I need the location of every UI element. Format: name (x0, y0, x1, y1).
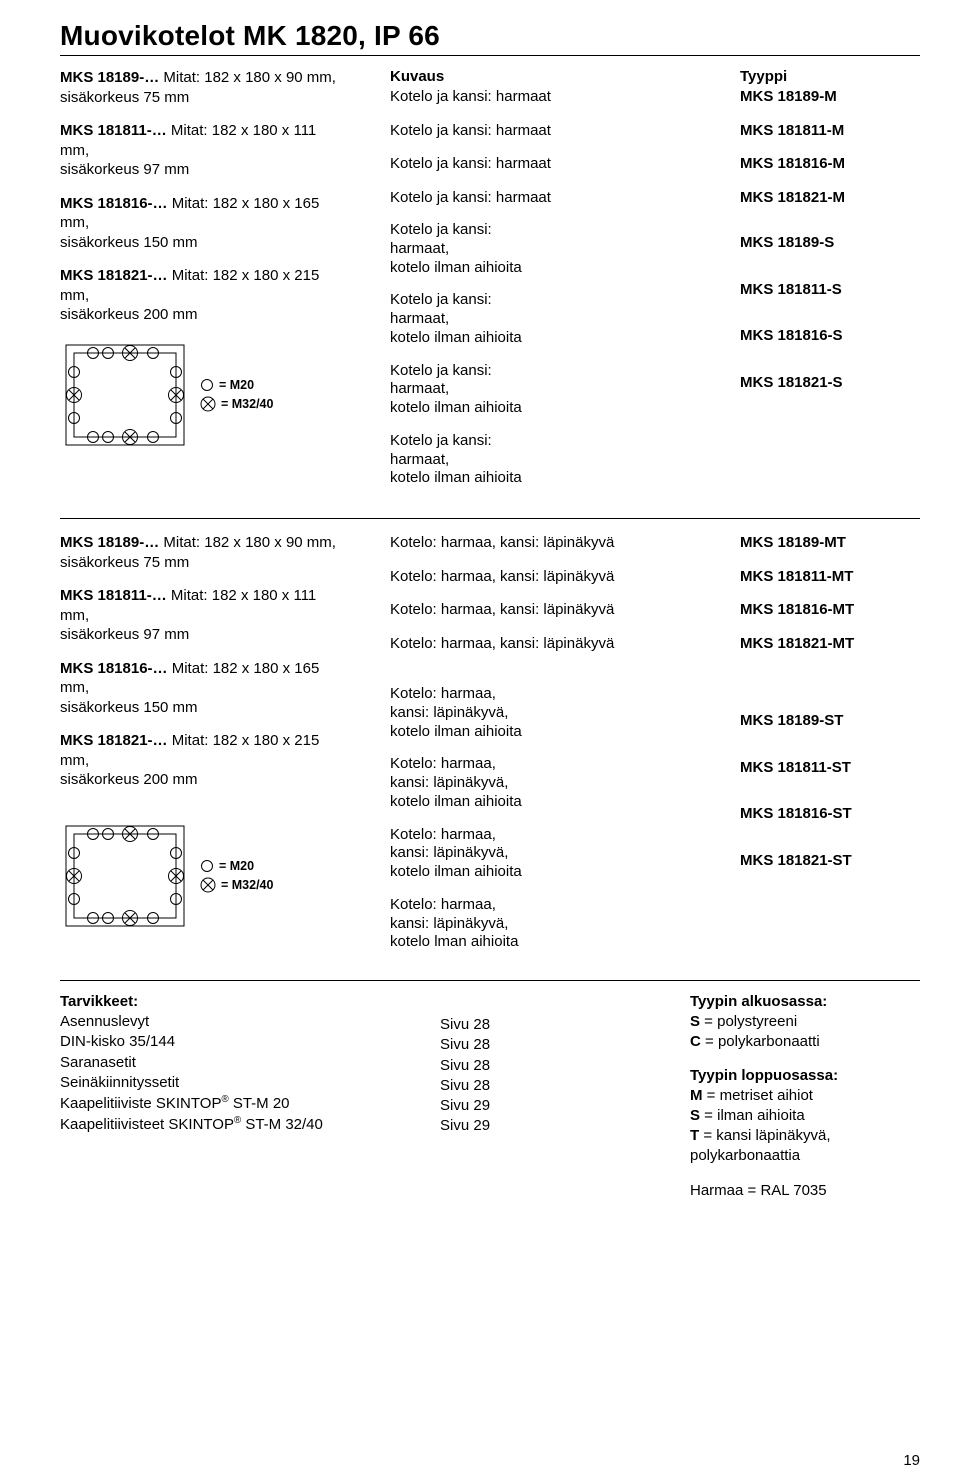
type-code: MKS 18189-M (740, 87, 920, 107)
page-number: 19 (903, 1452, 920, 1469)
diagram-block-1: = M20 = M32/40 (60, 339, 340, 451)
section-2: MKS 18189-… Mitat: 182 x 180 x 90 mm,sis… (60, 533, 920, 966)
sec2-left: MKS 18189-… Mitat: 182 x 180 x 90 mm,sis… (60, 533, 340, 966)
page-ref: Sivu 29 (440, 1096, 640, 1116)
type-code: MKS 18189-ST (740, 711, 920, 731)
type-code: MKS 181821-M (740, 188, 920, 208)
sec1-right: Tyyppi MKS 18189-M MKS 181811-M MKS 181816… (740, 68, 920, 502)
type-code: MKS 181811-MT (740, 567, 920, 587)
desc-text: Kotelo: harmaa, kansi: läpinäkyvä (390, 567, 690, 587)
diagram-block-2: = M20 = M32/40 (60, 820, 340, 932)
desc-text-multi: Kotelo: harmaa,kansi: läpinäkyvä,kotelo … (390, 685, 690, 741)
model-entry: MKS 181811-… Mitat: 182 x 180 x 111 mm,s… (60, 121, 340, 180)
desc-text: Kotelo ja kansi: harmaat (390, 87, 690, 107)
type-code: MKS 181816-ST (740, 804, 920, 824)
page-ref: Sivu 28 (440, 1076, 640, 1096)
model-entry: MKS 181816-… Mitat: 182 x 180 x 165 mm,s… (60, 659, 340, 718)
accessories-block: Tarvikkeet: AsennuslevytDIN-kisko 35/144… (60, 993, 920, 1201)
m32-icon (200, 877, 216, 893)
type-code: MKS 18189-S (740, 233, 920, 253)
type-code: MKS 181811-ST (740, 758, 920, 778)
legend-m20: = M20 (219, 376, 254, 395)
accessories-left: Tarvikkeet: AsennuslevytDIN-kisko 35/144… (60, 993, 390, 1201)
desc-text: Kotelo ja kansi: harmaat (390, 188, 690, 208)
model-entry: MKS 181811-… Mitat: 182 x 180 x 111 mm,s… (60, 586, 340, 645)
ral-note: Harmaa = RAL 7035 (690, 1181, 920, 1201)
type-code: MKS 181811-S (740, 280, 920, 300)
type-legend: M = metriset aihiot (690, 1086, 920, 1106)
legend-m32-2: = M32/40 (221, 876, 273, 895)
type-code: MKS 181821-ST (740, 851, 920, 871)
col-tyyppi: Tyyppi (740, 68, 920, 85)
section-1: MKS 18189-… Mitat: 182 x 180 x 90 mm,sis… (60, 68, 920, 502)
sec1-mid: Kuvaus Kotelo ja kansi: harmaat Kotelo ja… (390, 68, 690, 502)
m20-icon (200, 859, 214, 873)
type-code: MKS 181816-MT (740, 600, 920, 620)
type-code: MKS 181821-MT (740, 634, 920, 654)
accessories-mid: Sivu 28Sivu 28Sivu 28Sivu 28Sivu 29Sivu … (440, 993, 640, 1201)
accessory-item: Kaapelitiivisteet SKINTOP® ST-M 32/40 (60, 1114, 390, 1135)
type-code: MKS 181811-M (740, 121, 920, 141)
type-legend: S = ilman aihioita (690, 1106, 920, 1126)
type-prefix-header: Tyypin alkuosassa: (690, 993, 920, 1010)
legend-m20-2: = M20 (219, 857, 254, 876)
type-legend: T = kansi läpinäkyvä, (690, 1126, 920, 1146)
sec1-left: MKS 18189-… Mitat: 182 x 180 x 90 mm,sis… (60, 68, 340, 502)
m20-icon (200, 378, 214, 392)
legend-2: = M20 = M32/40 (200, 857, 273, 895)
type-code: MKS 181816-S (740, 326, 920, 346)
type-code: MKS 18189-MT (740, 533, 920, 553)
type-legend: C = polykarbonaatti (690, 1032, 920, 1052)
desc-text-multi: Kotelo ja kansi:harmaat,kotelo ilman aih… (390, 221, 690, 277)
type-legend: S = polystyreeni (690, 1012, 920, 1032)
desc-text-multi: Kotelo ja kansi:harmaat,kotelo ilman aih… (390, 291, 690, 347)
accessories-header: Tarvikkeet: (60, 993, 390, 1010)
model-entry: MKS 181821-… Mitat: 182 x 180 x 215 mm,s… (60, 731, 340, 790)
enclosure-diagram-2 (60, 820, 190, 932)
desc-text-multi: Kotelo: harmaa,kansi: läpinäkyvä,kotelo … (390, 755, 690, 811)
enclosure-diagram-1 (60, 339, 190, 451)
type-code: MKS 181816-M (740, 154, 920, 174)
model-entry: MKS 18189-… Mitat: 182 x 180 x 90 mm,sis… (60, 533, 340, 572)
desc-text-multi: Kotelo: harmaa,kansi: läpinäkyvä,kotelo … (390, 826, 690, 882)
divider-2 (60, 980, 920, 981)
page: Muovikotelot MK 1820, IP 66 MKS 18189-… … (0, 0, 960, 1475)
page-ref: Sivu 28 (440, 1056, 640, 1076)
desc-text-multi: Kotelo: harmaa,kansi: läpinäkyvä,kotelo … (390, 896, 690, 952)
desc-text: Kotelo: harmaa, kansi: läpinäkyvä (390, 533, 690, 553)
page-ref: Sivu 28 (440, 1015, 640, 1035)
m32-icon (200, 396, 216, 412)
accessory-item: Kaapelitiiviste SKINTOP® ST-M 20 (60, 1093, 390, 1114)
col-kuvaus: Kuvaus (390, 68, 690, 85)
type-suffix-header: Tyypin loppuosassa: (690, 1067, 920, 1084)
desc-text: Kotelo: harmaa, kansi: läpinäkyvä (390, 634, 690, 654)
page-title: Muovikotelot MK 1820, IP 66 (60, 20, 920, 56)
type-legend: polykarbonaattia (690, 1146, 920, 1166)
desc-text: Kotelo ja kansi: harmaat (390, 121, 690, 141)
accessory-item: Saranasetit (60, 1053, 390, 1073)
page-ref: Sivu 28 (440, 1035, 640, 1055)
desc-text: Kotelo ja kansi: harmaat (390, 154, 690, 174)
divider-1 (60, 518, 920, 519)
desc-text-multi: Kotelo ja kansi:harmaat,kotelo ilman aih… (390, 362, 690, 418)
desc-text-multi: Kotelo ja kansi:harmaat,kotelo ilman aih… (390, 432, 690, 488)
page-ref: Sivu 29 (440, 1116, 640, 1136)
accessory-item: DIN-kisko 35/144 (60, 1032, 390, 1052)
sec2-mid: Kotelo: harmaa, kansi: läpinäkyvä Kotelo:… (390, 533, 690, 966)
model-entry: MKS 181816-… Mitat: 182 x 180 x 165 mm,s… (60, 194, 340, 253)
accessories-right: Tyypin alkuosassa: S = polystyreeniC = p… (690, 993, 920, 1201)
desc-text: Kotelo: harmaa, kansi: läpinäkyvä (390, 600, 690, 620)
model-entry: MKS 181821-… Mitat: 182 x 180 x 215 mm,s… (60, 266, 340, 325)
model-entry: MKS 18189-… Mitat: 182 x 180 x 90 mm,sis… (60, 68, 340, 107)
accessory-item: Asennuslevyt (60, 1012, 390, 1032)
sec2-right: MKS 18189-MT MKS 181811-MT MKS 181816-MT MK… (740, 533, 920, 966)
accessory-item: Seinäkiinnityssetit (60, 1073, 390, 1093)
legend-1: = M20 = M32/40 (200, 376, 273, 414)
legend-m32: = M32/40 (221, 395, 273, 414)
type-code: MKS 181821-S (740, 373, 920, 393)
